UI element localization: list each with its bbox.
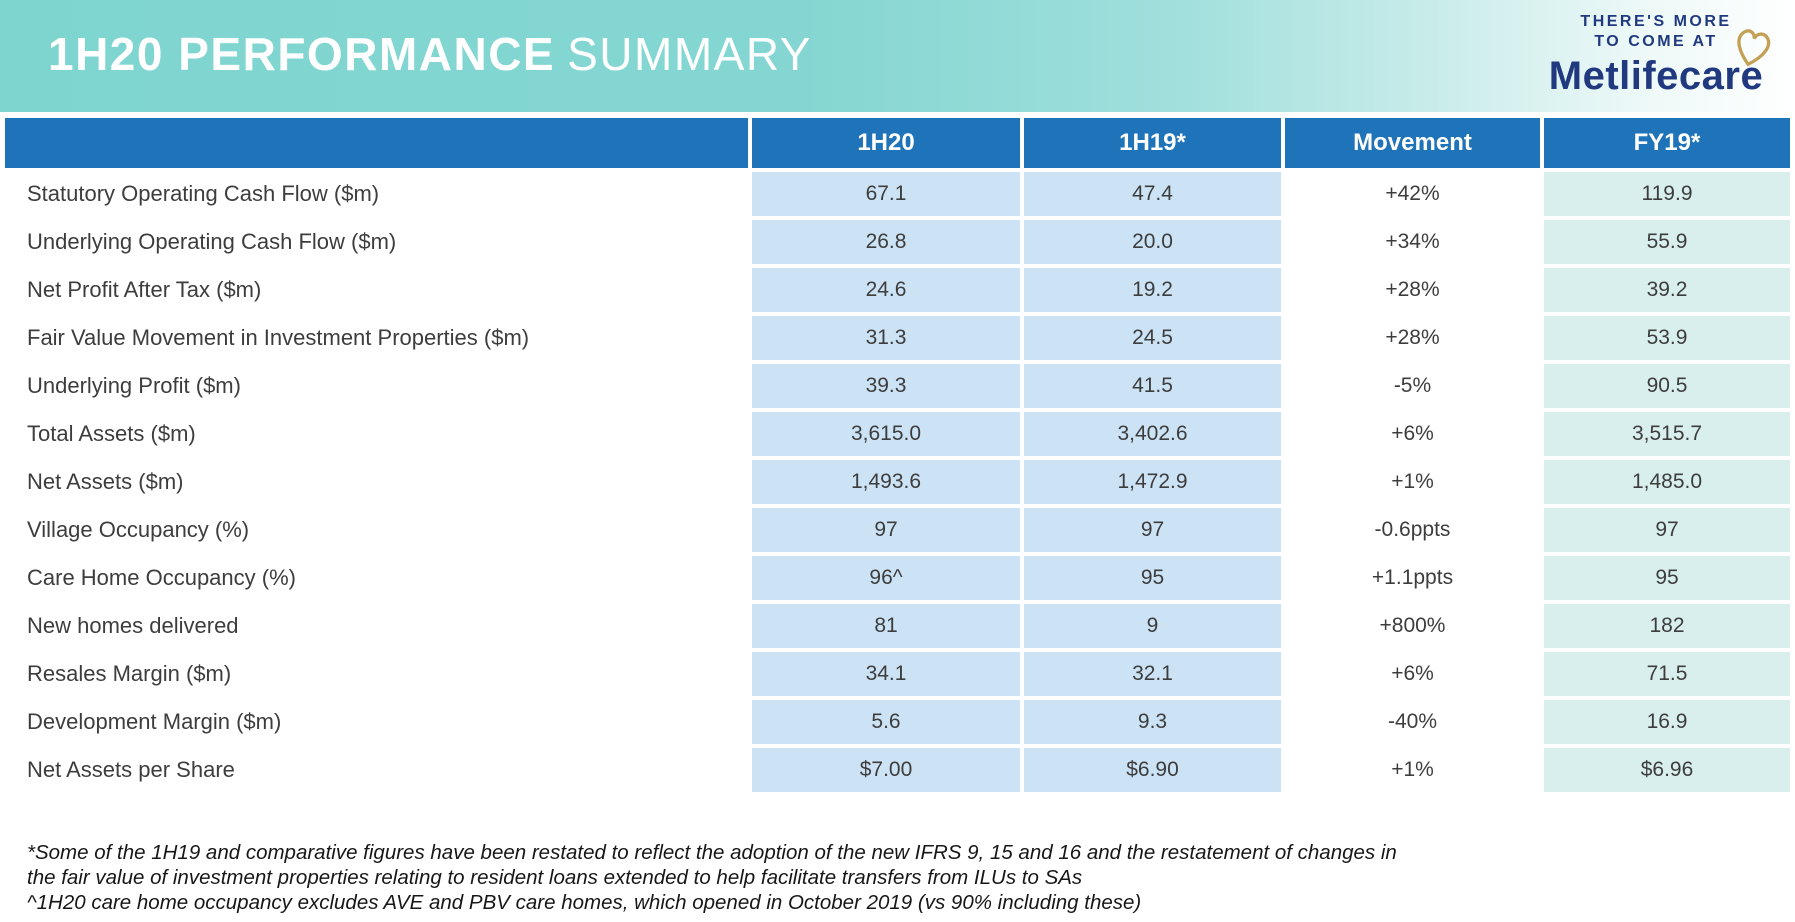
cell-fy19: 119.9 — [1544, 172, 1790, 216]
cell-movement: +1% — [1285, 748, 1540, 792]
row-label: Care Home Occupancy (%) — [5, 556, 748, 600]
cell-1h19: 24.5 — [1024, 316, 1281, 360]
logo-brand-text: Metlifecare — [1548, 54, 1764, 98]
column-header-fy19: FY19* — [1544, 118, 1790, 168]
row-label: Fair Value Movement in Investment Proper… — [5, 316, 748, 360]
logo-tagline-line1: THERE'S MORE — [1580, 13, 1732, 30]
row-label: Underlying Profit ($m) — [5, 364, 748, 408]
page-title-light: SUMMARY — [567, 27, 812, 80]
cell-movement: +1.1ppts — [1285, 556, 1540, 600]
row-label: Net Assets ($m) — [5, 460, 748, 504]
cell-fy19: 16.9 — [1544, 700, 1790, 744]
logo-tagline-line2: TO COME AT — [1594, 33, 1718, 50]
cell-movement: +34% — [1285, 220, 1540, 264]
cell-fy19: 53.9 — [1544, 316, 1790, 360]
column-header-metric — [5, 118, 748, 168]
row-label: Resales Margin ($m) — [5, 652, 748, 696]
cell-1h19: 19.2 — [1024, 268, 1281, 312]
cell-1h19: 95 — [1024, 556, 1281, 600]
cell-1h20: 39.3 — [752, 364, 1020, 408]
cell-movement: +6% — [1285, 652, 1540, 696]
cell-movement: -5% — [1285, 364, 1540, 408]
row-label: New homes delivered — [5, 604, 748, 648]
cell-1h20: 34.1 — [752, 652, 1020, 696]
page-title: 1H20 PERFORMANCE SUMMARY — [48, 27, 812, 81]
cell-fy19: 90.5 — [1544, 364, 1790, 408]
cell-movement: -40% — [1285, 700, 1540, 744]
row-label: Net Assets per Share — [5, 748, 748, 792]
cell-movement: +6% — [1285, 412, 1540, 456]
cell-1h19: 3,402.6 — [1024, 412, 1281, 456]
footnote-line-2: the fair value of investment properties … — [27, 866, 1083, 889]
cell-1h20: $7.00 — [752, 748, 1020, 792]
column-header-movement: Movement — [1285, 118, 1540, 168]
row-label: Net Profit After Tax ($m) — [5, 268, 748, 312]
cell-1h19: 47.4 — [1024, 172, 1281, 216]
cell-1h20: 3,615.0 — [752, 412, 1020, 456]
cell-1h20: 96^ — [752, 556, 1020, 600]
cell-movement: +28% — [1285, 316, 1540, 360]
row-label: Development Margin ($m) — [5, 700, 748, 744]
cell-1h19: 9 — [1024, 604, 1281, 648]
footnote-line-3: ^1H20 care home occupancy excludes AVE a… — [27, 891, 1142, 914]
cell-1h19: $6.90 — [1024, 748, 1281, 792]
page-title-bold: 1H20 PERFORMANCE — [48, 27, 556, 80]
cell-movement: -0.6ppts — [1285, 508, 1540, 552]
slide-header-band: 1H20 PERFORMANCE SUMMARY — [0, 0, 1795, 112]
cell-movement: +800% — [1285, 604, 1540, 648]
cell-1h19: 32.1 — [1024, 652, 1281, 696]
footnote-line-1: *Some of the 1H19 and comparative figure… — [27, 841, 1397, 864]
summary-table: 1H20 1H19* Movement FY19* Statutory Oper… — [5, 118, 1790, 792]
cell-movement: +1% — [1285, 460, 1540, 504]
column-header-1h19: 1H19* — [1024, 118, 1281, 168]
cell-1h19: 97 — [1024, 508, 1281, 552]
cell-fy19: 95 — [1544, 556, 1790, 600]
cell-1h19: 1,472.9 — [1024, 460, 1281, 504]
cell-movement: +42% — [1285, 172, 1540, 216]
row-label: Statutory Operating Cash Flow ($m) — [5, 172, 748, 216]
cell-fy19: 182 — [1544, 604, 1790, 648]
metlifecare-logo: THERE'S MORE TO COME AT Metlifecare — [1541, 12, 1771, 99]
row-label: Total Assets ($m) — [5, 412, 748, 456]
cell-fy19: 1,485.0 — [1544, 460, 1790, 504]
cell-fy19: 39.2 — [1544, 268, 1790, 312]
cell-1h19: 41.5 — [1024, 364, 1281, 408]
cell-1h20: 26.8 — [752, 220, 1020, 264]
cell-fy19: $6.96 — [1544, 748, 1790, 792]
row-label: Village Occupancy (%) — [5, 508, 748, 552]
cell-1h20: 1,493.6 — [752, 460, 1020, 504]
cell-1h20: 5.6 — [752, 700, 1020, 744]
cell-1h20: 24.6 — [752, 268, 1020, 312]
cell-fy19: 71.5 — [1544, 652, 1790, 696]
column-header-1h20: 1H20 — [752, 118, 1020, 168]
cell-1h20: 81 — [752, 604, 1020, 648]
row-label: Underlying Operating Cash Flow ($m) — [5, 220, 748, 264]
cell-1h19: 9.3 — [1024, 700, 1281, 744]
cell-1h20: 97 — [752, 508, 1020, 552]
footnotes: *Some of the 1H19 and comparative figure… — [27, 840, 1527, 915]
cell-movement: +28% — [1285, 268, 1540, 312]
cell-fy19: 3,515.7 — [1544, 412, 1790, 456]
cell-1h19: 20.0 — [1024, 220, 1281, 264]
cell-1h20: 31.3 — [752, 316, 1020, 360]
gold-heart-outline-icon — [1729, 24, 1773, 77]
cell-fy19: 55.9 — [1544, 220, 1790, 264]
cell-1h20: 67.1 — [752, 172, 1020, 216]
cell-fy19: 97 — [1544, 508, 1790, 552]
